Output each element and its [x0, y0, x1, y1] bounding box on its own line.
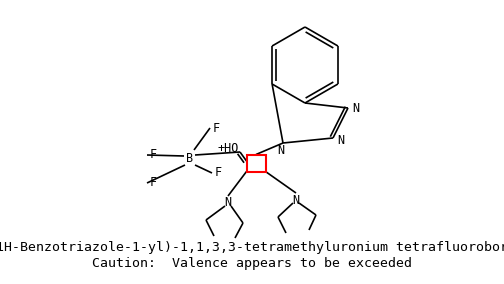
Text: F: F	[213, 122, 220, 135]
Bar	[246, 154, 266, 172]
Text: C: C	[253, 156, 260, 170]
Text: F: F	[214, 166, 222, 179]
Text: F: F	[150, 149, 157, 162]
Text: N: N	[292, 193, 299, 206]
Text: +HO: +HO	[217, 141, 239, 154]
Text: N: N	[352, 101, 359, 114]
Text: B: B	[186, 151, 194, 164]
Text: N: N	[277, 143, 285, 156]
Text: N: N	[224, 197, 231, 210]
Text: N: N	[338, 135, 345, 147]
Text: 2-(1H-Benzotriazole-1-yl)-1,1,3,3-tetramethyluronium tetrafluoroborate: 2-(1H-Benzotriazole-1-yl)-1,1,3,3-tetram…	[0, 241, 504, 254]
Text: F: F	[150, 176, 157, 189]
Text: Caution:  Valence appears to be exceeded: Caution: Valence appears to be exceeded	[92, 256, 412, 270]
